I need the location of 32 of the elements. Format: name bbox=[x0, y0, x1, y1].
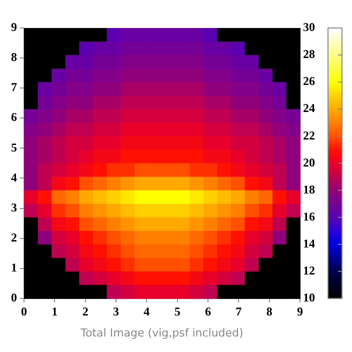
x-tick-label: 7 bbox=[236, 304, 242, 319]
x-tick-label: 6 bbox=[205, 304, 211, 319]
color-bar-label: 18 bbox=[303, 182, 315, 196]
y-tick-label: 6 bbox=[11, 110, 17, 124]
x-tick-label: 0 bbox=[21, 304, 27, 319]
y-tick-label: 2 bbox=[11, 230, 17, 244]
color-bar-label: 24 bbox=[303, 101, 315, 116]
y-tick-label: 0 bbox=[11, 290, 17, 304]
color-bar-label: 14 bbox=[303, 236, 315, 250]
y-tick-label: 1 bbox=[11, 260, 17, 274]
color-bar-label: 30 bbox=[303, 20, 315, 34]
y-tick-label: 4 bbox=[11, 170, 17, 184]
x-tick-label: 9 bbox=[297, 304, 303, 319]
y-tick-label: 8 bbox=[11, 50, 17, 64]
color-bar-label: 20 bbox=[303, 155, 315, 170]
color-bar-label: 26 bbox=[303, 74, 315, 88]
color-bar-label: 22 bbox=[303, 128, 315, 142]
x-axis-title: Total Image (vig,psf included) bbox=[80, 326, 244, 340]
color-bar-label: 12 bbox=[303, 263, 315, 278]
x-tick-label: 5 bbox=[174, 304, 180, 319]
y-tick-label: 5 bbox=[11, 140, 17, 154]
x-tick-label: 8 bbox=[266, 304, 272, 319]
x-tick-label: 2 bbox=[82, 304, 88, 319]
y-tick-label: 3 bbox=[11, 200, 17, 214]
color-bar-label: 10 bbox=[303, 290, 315, 304]
color-bar-label: 28 bbox=[303, 47, 315, 62]
x-tick-label: 1 bbox=[52, 304, 58, 319]
color-bar-label: 16 bbox=[303, 209, 315, 224]
y-tick-label: 9 bbox=[11, 20, 17, 34]
x-tick-label: 3 bbox=[113, 304, 119, 319]
y-tick-label: 7 bbox=[11, 80, 17, 94]
x-tick-label: 4 bbox=[144, 304, 150, 319]
